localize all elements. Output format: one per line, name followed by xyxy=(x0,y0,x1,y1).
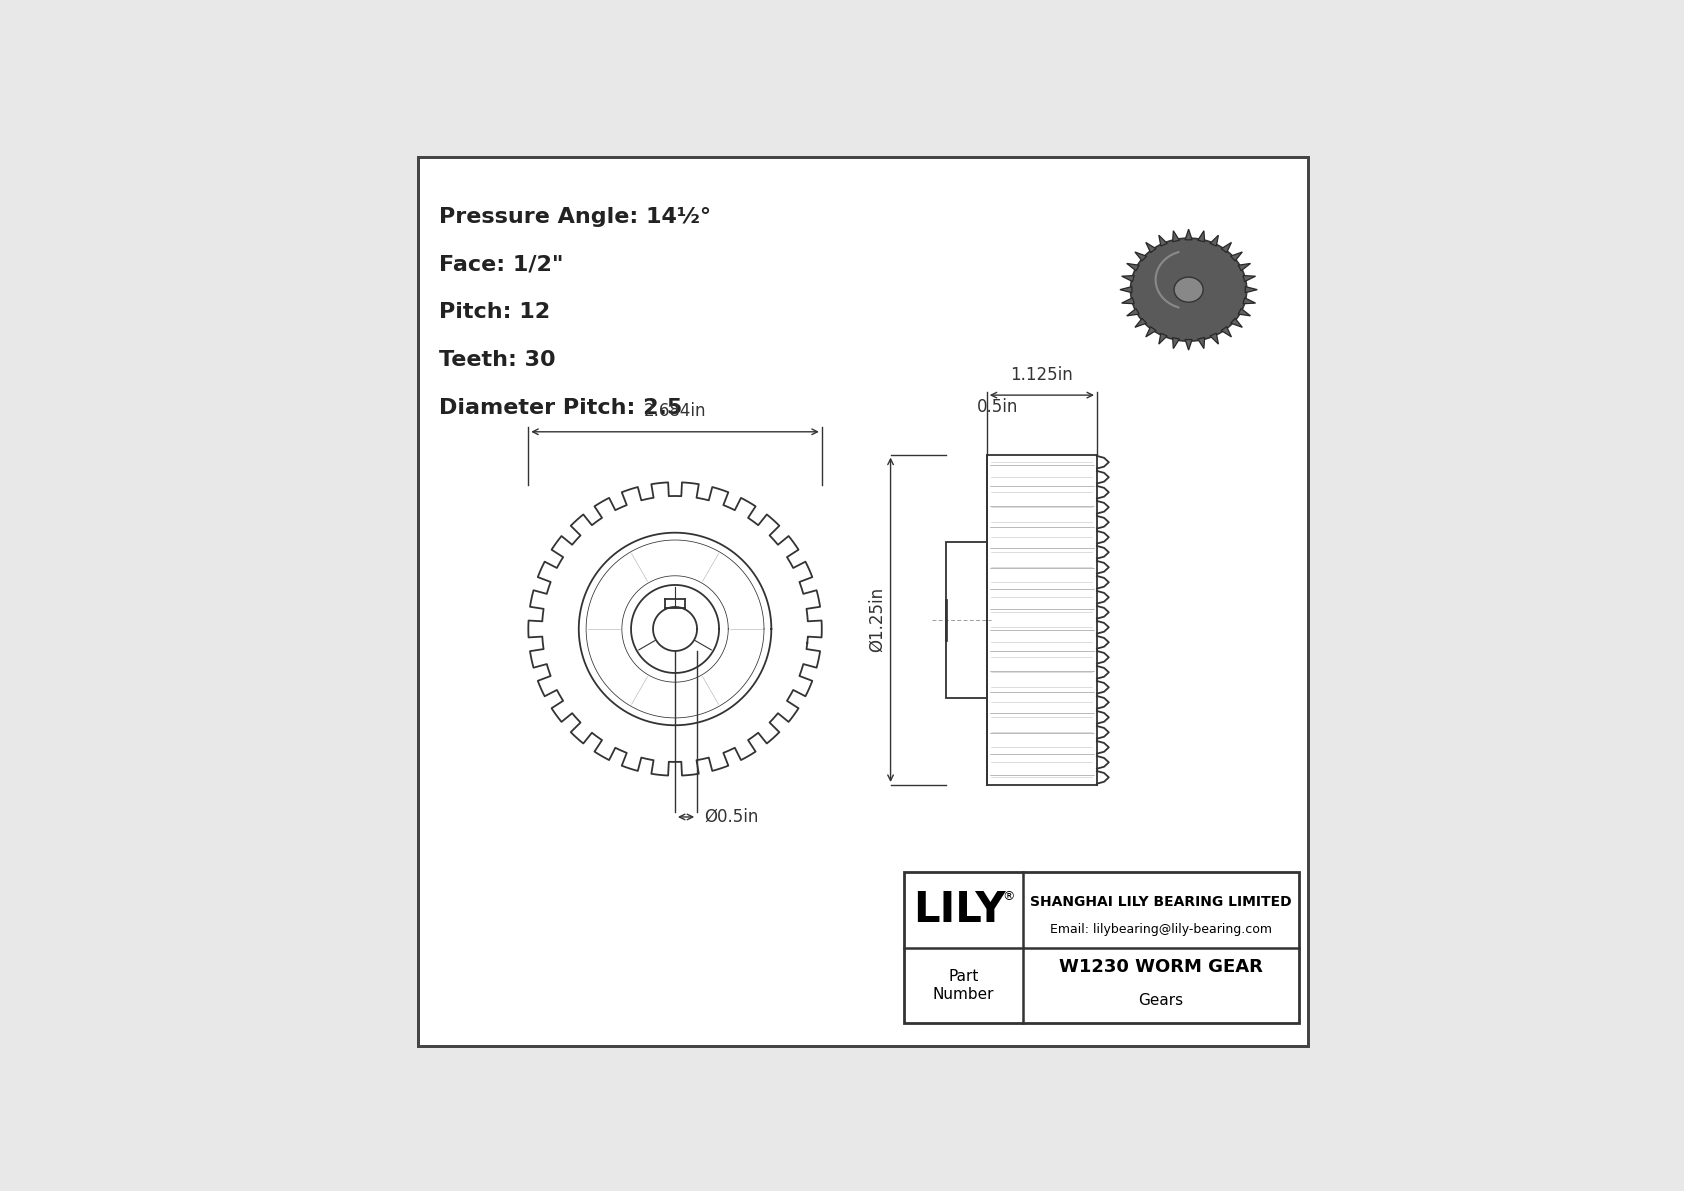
Polygon shape xyxy=(1135,318,1147,328)
Text: 2.684in: 2.684in xyxy=(643,401,706,420)
Text: Gears: Gears xyxy=(1138,993,1184,1008)
Polygon shape xyxy=(1211,235,1219,247)
Text: W1230 WORM GEAR: W1230 WORM GEAR xyxy=(1059,959,1263,977)
Polygon shape xyxy=(1243,298,1256,304)
Text: Diameter Pitch: 2.5: Diameter Pitch: 2.5 xyxy=(440,398,682,418)
Polygon shape xyxy=(1135,252,1147,261)
Text: SHANGHAI LILY BEARING LIMITED: SHANGHAI LILY BEARING LIMITED xyxy=(1031,896,1292,909)
Bar xyxy=(946,542,987,698)
Text: Pressure Angle: 14½°: Pressure Angle: 14½° xyxy=(440,207,711,227)
Polygon shape xyxy=(1197,337,1204,349)
Text: Email: lilybearing@lily-bearing.com: Email: lilybearing@lily-bearing.com xyxy=(1049,923,1271,936)
Polygon shape xyxy=(1145,243,1155,252)
Text: 1.125in: 1.125in xyxy=(1010,366,1073,385)
Polygon shape xyxy=(1122,298,1133,304)
Polygon shape xyxy=(1127,308,1138,316)
Polygon shape xyxy=(1172,231,1179,242)
Polygon shape xyxy=(1243,275,1256,281)
Polygon shape xyxy=(1244,287,1258,293)
Text: Teeth: 30: Teeth: 30 xyxy=(440,350,556,370)
Text: LILY: LILY xyxy=(913,888,1005,931)
Polygon shape xyxy=(1231,252,1243,261)
Polygon shape xyxy=(1186,339,1192,350)
Polygon shape xyxy=(1174,278,1202,303)
Polygon shape xyxy=(1186,229,1192,239)
Polygon shape xyxy=(1159,333,1167,344)
Polygon shape xyxy=(1122,275,1133,281)
Polygon shape xyxy=(1238,308,1251,316)
Text: Face: 1/2": Face: 1/2" xyxy=(440,255,564,275)
Polygon shape xyxy=(1211,333,1219,344)
Polygon shape xyxy=(1238,263,1251,270)
Polygon shape xyxy=(1145,326,1155,337)
Polygon shape xyxy=(1221,243,1231,252)
Text: Ø0.5in: Ø0.5in xyxy=(704,807,759,827)
Polygon shape xyxy=(1130,238,1246,341)
Text: Part
Number: Part Number xyxy=(933,969,994,1002)
Polygon shape xyxy=(1221,326,1231,337)
Polygon shape xyxy=(1231,318,1243,328)
Polygon shape xyxy=(1172,337,1179,349)
Text: Pitch: 12: Pitch: 12 xyxy=(440,303,551,323)
Text: 0.5in: 0.5in xyxy=(977,398,1019,416)
Bar xyxy=(904,872,1298,1023)
Polygon shape xyxy=(1197,231,1204,242)
Polygon shape xyxy=(1127,263,1138,270)
Text: Ø1.25in: Ø1.25in xyxy=(867,587,886,653)
Polygon shape xyxy=(1159,235,1167,247)
Polygon shape xyxy=(1120,287,1132,293)
Text: ®: ® xyxy=(1002,890,1014,903)
